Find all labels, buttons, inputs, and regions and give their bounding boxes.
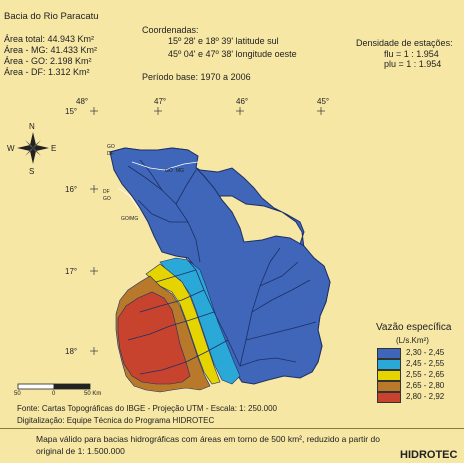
scale-bar: [17, 383, 91, 390]
region-2-80-2-92: [117, 291, 191, 385]
digitization-credit: Digitalização: Equipe Técnica do Program…: [17, 416, 215, 425]
area-total: Área total: 44.943 Km²: [4, 34, 95, 44]
legend-label-5: 2,80 - 2,92: [406, 392, 445, 401]
compass-s: S: [29, 167, 35, 176]
area-mg: Área - MG: 41.433 Km²: [4, 45, 98, 55]
density-label: Densidade de estações:: [356, 38, 453, 48]
period-base: Período base: 1970 a 2006: [142, 72, 251, 82]
legend-label-4: 2,65 - 2,80: [406, 381, 445, 390]
legend-swatch-5: [377, 392, 401, 403]
lon-label-46: 46°: [236, 97, 249, 106]
lon-label-45: 45°: [317, 97, 330, 106]
area-df: Área - DF: 1.312 Km²: [4, 67, 90, 77]
lat-label-15: 15°: [65, 107, 78, 116]
state-label-df-1: DF: [107, 151, 114, 157]
legend-label-2: 2,45 - 2,55: [406, 359, 445, 368]
legend-swatch-1: [377, 348, 401, 359]
legend-label-1: 2,30 - 2,45: [406, 348, 445, 357]
scale-label-50-left: 50: [14, 391, 21, 397]
legend-label-3: 2,55 - 2,65: [406, 370, 445, 379]
validity-note-line1: Mapa válido para bacias hidrográficas co…: [36, 434, 380, 444]
state-label-go-2: GO: [165, 168, 173, 174]
legend-title: Vazão específica: [376, 322, 452, 333]
validity-note-line2: original de 1: 1.500.000: [36, 446, 125, 456]
graticule: [90, 107, 325, 355]
region-2-30-main: [109, 147, 331, 385]
basin-title: Bacia do Rio Paracatu: [4, 11, 99, 22]
lat-label-18: 18°: [65, 347, 78, 356]
river-network: [127, 159, 317, 375]
density-flu: flu = 1 : 1.954: [384, 49, 439, 59]
lat-label-16: 16°: [65, 185, 78, 194]
state-label-go-1: GO: [107, 144, 115, 150]
lat-label-17: 17°: [65, 267, 78, 276]
state-label-df-2: DF: [103, 189, 110, 195]
source-credit: Fonte: Cartas Topográficas do IBGE - Pro…: [17, 404, 277, 413]
scale-label-0: 0: [52, 391, 56, 397]
legend-swatch-2: [377, 359, 401, 370]
compass-n: N: [29, 122, 35, 131]
legend-swatch-4: [377, 381, 401, 392]
state-label-go-3: GO: [103, 196, 111, 202]
compass-e: E: [51, 144, 57, 153]
scale-label-50-km: 50 Km: [84, 391, 102, 397]
compass-w: W: [7, 144, 15, 153]
state-label-mg: MG: [176, 168, 185, 174]
lon-label-47: 47°: [154, 97, 167, 106]
compass-rose: [17, 132, 49, 164]
state-label-go-mg: GO/MG: [121, 216, 139, 222]
lon-label-48: 48°: [76, 97, 89, 106]
coords-label: Coordenadas:: [142, 25, 199, 35]
area-go: Área - GO: 2.198 Km²: [4, 56, 92, 66]
legend-unit: (L/s.Km²): [396, 336, 429, 345]
region-2-45-2-55: [159, 257, 241, 385]
coords-lat: 15º 28' e 18º 39' latitude sul: [168, 36, 279, 46]
coords-lon: 45º 04' e 47º 38' longitude oeste: [168, 49, 297, 59]
footer-divider: [0, 428, 464, 429]
state-boundaries: [117, 161, 199, 209]
legend-swatch-3: [377, 370, 401, 381]
density-plu: plu = 1 : 1.954: [384, 59, 442, 69]
hidrotec-brand: HIDROTEC: [400, 449, 458, 461]
